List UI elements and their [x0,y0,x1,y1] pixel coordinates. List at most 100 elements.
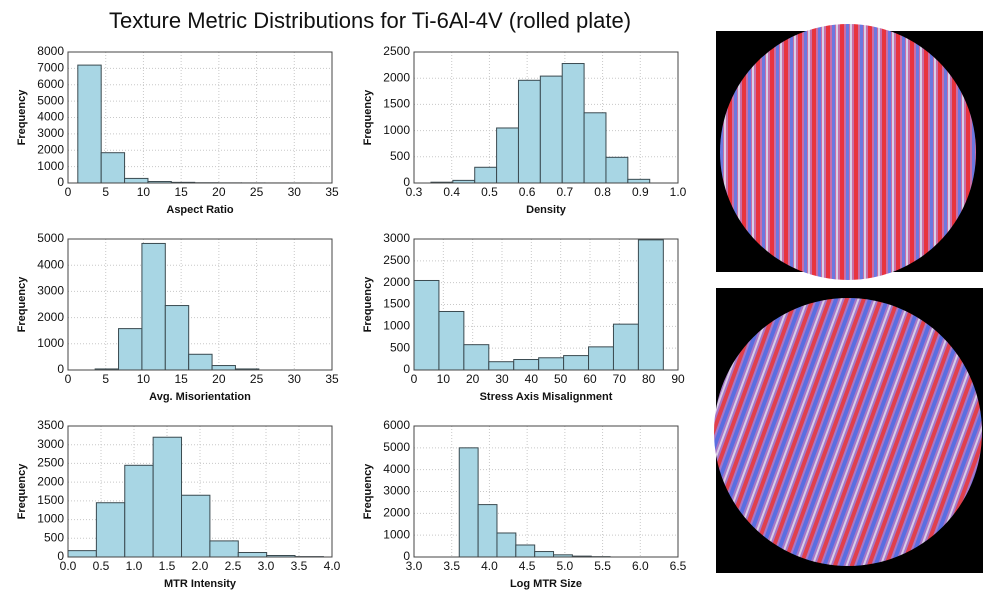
x-tick-label: 0.6 [519,185,536,199]
bar [612,323,639,371]
x-tick-label: 6.0 [632,559,649,573]
y-tick-label: 5000 [383,440,410,454]
x-tick-label: 10 [437,372,451,386]
x-tick-label: 5.0 [557,559,574,573]
bar [496,532,517,558]
plot-frame [413,425,679,558]
x-tick-label: 1.0 [670,185,687,199]
x-tick-label: 25 [250,185,264,199]
y-tick-label: 0 [403,362,410,376]
y-tick-label: 1000 [383,123,410,137]
bar [496,127,519,184]
bar [124,177,149,184]
y-axis-label: Frequency [362,89,374,146]
y-tick-label: 2000 [383,506,410,520]
x-tick-label: 4.0 [481,559,498,573]
y-tick-label: 500 [390,149,410,163]
y-tick-label: 1500 [383,297,410,311]
bar [152,436,183,558]
x-tick-label: 20 [212,372,226,386]
x-tick-label: 3.0 [406,559,423,573]
bar [118,328,143,371]
x-tick-label: 0.5 [481,185,498,199]
bar [209,540,239,558]
y-tick-label: 0 [57,362,64,376]
x-axis-label: Density [526,204,567,216]
y-tick-label: 4000 [37,257,64,271]
bar [67,550,97,558]
y-tick-label: 3500 [37,418,64,432]
y-tick-label: 2500 [37,456,64,470]
bar [413,279,440,371]
y-axis-label: Frequency [16,89,28,146]
bar [211,365,236,371]
x-tick-label: 30 [288,372,302,386]
x-tick-label: 0.4 [443,185,460,199]
y-tick-label: 1000 [383,319,410,333]
y-tick-label: 3000 [37,126,64,140]
x-tick-label: 0.3 [406,185,423,199]
y-tick-label: 4000 [37,110,64,124]
x-tick-label: 30 [288,185,302,199]
bar [513,359,540,371]
y-axis-label: Frequency [362,276,374,333]
x-axis-label: Avg. Misorientation [149,391,251,403]
bar [181,494,211,558]
x-axis-label: MTR Intensity [164,578,237,590]
x-tick-label: 4.5 [519,559,536,573]
bar [517,79,541,184]
x-tick-label: 20 [212,185,226,199]
x-tick-label: 10 [137,372,151,386]
y-tick-label: 1000 [37,336,64,350]
bar [534,551,555,558]
bar [627,178,651,184]
x-tick-label: 80 [642,372,656,386]
ebsd-map-bottom [714,288,983,573]
x-axis-label: Stress Axis Misalignment [480,391,613,403]
y-tick-label: 7000 [37,61,64,75]
y-tick-label: 3000 [37,437,64,451]
x-tick-label: 0.5 [93,559,110,573]
x-tick-label: 3.5 [291,559,308,573]
y-tick-label: 2000 [383,70,410,84]
bar [588,346,614,371]
bar [563,355,590,371]
y-tick-label: 0 [57,175,64,189]
y-tick-label: 1500 [383,97,410,111]
y-axis-label: Frequency [362,463,374,520]
plot-area [68,239,332,370]
y-tick-label: 0 [403,549,410,563]
x-tick-label: 90 [671,372,685,386]
y-tick-label: 500 [390,340,410,354]
bar [438,310,465,371]
x-tick-label: 20 [466,372,480,386]
x-tick-label: 6.5 [670,559,687,573]
x-tick-label: 0.9 [632,185,649,199]
y-tick-label: 4000 [383,462,410,476]
bar [463,344,490,371]
plot-frame [67,51,333,184]
plot-frame [67,425,333,558]
bar [95,502,126,558]
x-tick-label: 40 [525,372,539,386]
x-axis-label: Aspect Ratio [166,204,234,216]
y-tick-label: 6000 [37,77,64,91]
y-tick-label: 500 [44,530,64,544]
y-tick-label: 2500 [383,253,410,267]
y-axis-label: Frequency [16,276,28,333]
bar [458,447,479,558]
x-tick-label: 50 [554,372,568,386]
x-tick-label: 2.0 [192,559,209,573]
y-tick-label: 3000 [37,284,64,298]
plot-frame [413,51,679,184]
x-tick-label: 10 [137,185,151,199]
bar [474,166,498,184]
x-tick-label: 0 [65,372,72,386]
y-axis-label: Frequency [16,463,28,520]
bar [141,242,166,371]
x-tick-label: 35 [325,372,339,386]
x-tick-label: 70 [613,372,627,386]
x-tick-label: 0 [411,372,418,386]
x-tick-label: 15 [174,372,188,386]
y-tick-label: 1500 [37,493,64,507]
